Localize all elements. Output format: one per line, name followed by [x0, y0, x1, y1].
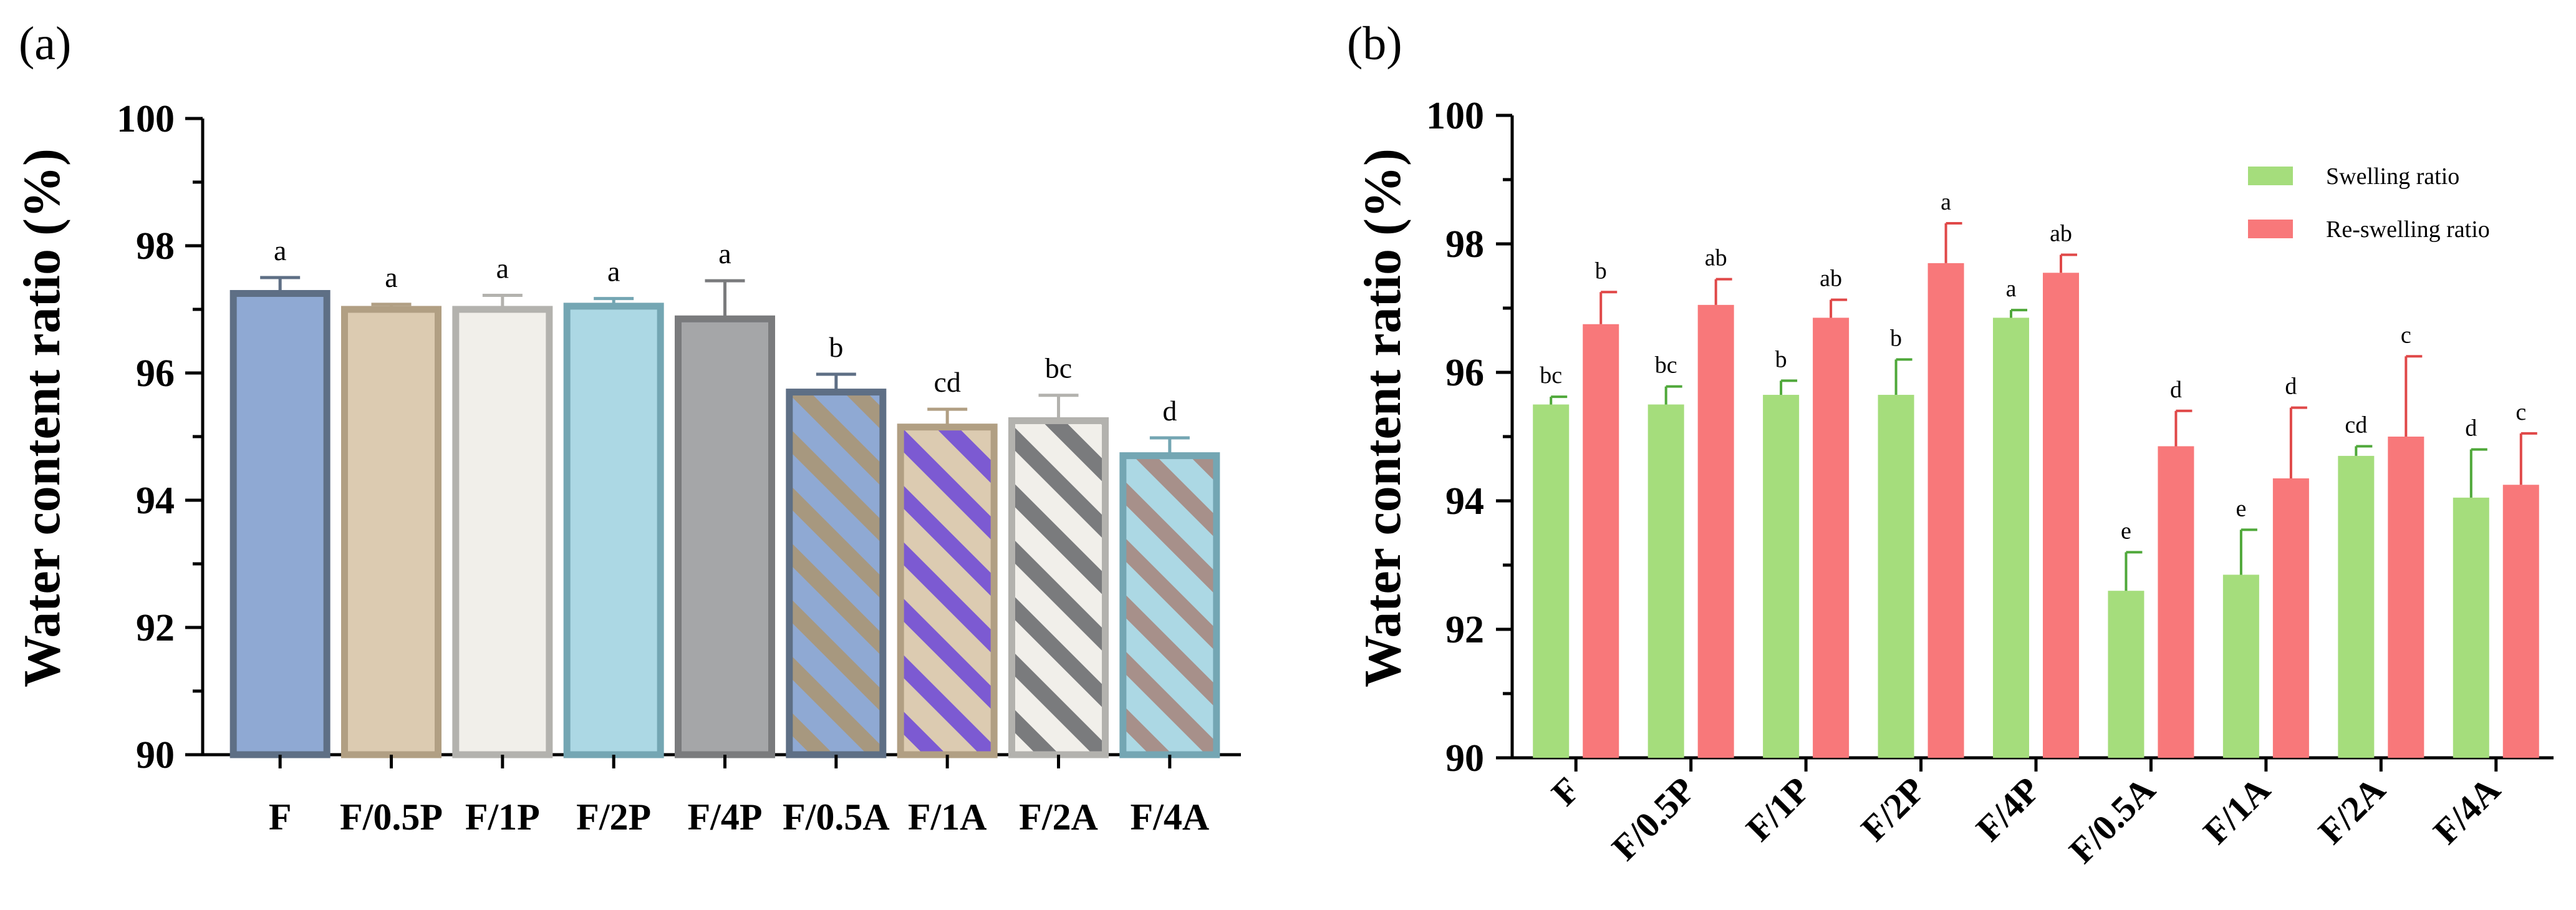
panel-b-bar-reswelling [2158, 446, 2194, 758]
panel-b-y-tick-label: 92 [1445, 609, 1484, 651]
panel-b-y-tick-label: 94 [1445, 480, 1484, 523]
panel-b-x-tick-label: F/0.5P [1604, 769, 1703, 868]
panel-b-significance-label: d [2465, 415, 2477, 442]
panel-a-label: (a) [19, 17, 71, 70]
panel-b-bar-reswelling [2388, 437, 2424, 758]
panel-a-significance-label: a [496, 253, 509, 284]
panel-b-bar-swelling [2453, 497, 2489, 758]
panel-b-bar-swelling [2338, 455, 2375, 758]
panel-b-significance-label: cd [2345, 412, 2367, 438]
panel-b-x-tick-label: F/1A [2196, 769, 2279, 852]
panel-b-bar-swelling [2108, 591, 2144, 758]
panel-b-significance-label: d [2285, 374, 2297, 400]
panel-b-significance-label: e [2121, 518, 2131, 544]
panel-b-y-tick-label: 98 [1445, 223, 1484, 266]
panel-b-significance-label: c [2516, 399, 2526, 425]
panel-b-legend: Swelling ratio Re-swelling ratio [2248, 163, 2490, 243]
panel-b-x-tick-label: F/4P [1968, 769, 2048, 849]
panel-a-x-tick-label: F/4P [688, 796, 763, 838]
panel-a-significance-label: a [274, 235, 286, 266]
panel-b-x-tick-label: F/4A [2425, 769, 2508, 852]
panel-b-significance-label: b [1890, 325, 1902, 351]
panel-b-x-tick-label: F [1543, 769, 1588, 813]
panel-b-bar-swelling [2222, 574, 2259, 758]
panel-a-bar [1008, 417, 1109, 758]
legend-swatch-swelling [2248, 167, 2293, 185]
panel-b-y-tick-label: 96 [1445, 352, 1484, 394]
panel-a-significance-label: a [607, 256, 620, 288]
panel-a-chart: 90 92 94 96 98 100 a Fa F/0.5P a F/1P a F/2P a F/4P b F/… [117, 98, 1241, 838]
panel-b-significance-label: ab [1820, 266, 1842, 292]
panel-a-y-axis-label: Water content ratio (%) [13, 148, 71, 687]
panel-b-significance-label: bc [1540, 362, 1562, 389]
panel-b-bar-reswelling [1583, 324, 1619, 758]
panel-a-x-tick-label: F [269, 796, 292, 838]
panel-a-bar [229, 290, 330, 758]
panel-a-x-tick-label: F/0.5P [340, 796, 443, 838]
panel-b-bar-reswelling [1813, 317, 1850, 758]
panel-b-significance-label: b [1775, 346, 1787, 372]
panel-a-bar [897, 424, 998, 758]
panel-b-label: (b) [1347, 17, 1402, 70]
panel-a-y-tick-label: 94 [136, 480, 175, 522]
panel-b-bar-swelling [1533, 404, 1570, 758]
panel-a-x-tick-label: F/4A [1131, 796, 1210, 838]
panel-a-x-tick-label: F/0.5A [783, 796, 890, 838]
panel-b-bar-swelling [1763, 395, 1800, 758]
legend-label-reswelling: Re-swelling ratio [2326, 216, 2490, 243]
panel-b-significance-label: ab [1705, 245, 1727, 271]
panel-b-bar-reswelling [2043, 273, 2079, 758]
panel-b-bar-swelling [1647, 404, 1684, 758]
panel-a-bar [452, 306, 553, 758]
panel-b-x-tick-label: F/0.5A [2061, 769, 2163, 871]
panel-b-significance-label: a [1941, 189, 1951, 215]
panel-b-bar-reswelling [1927, 263, 1964, 758]
panel-b-significance-label: a [2006, 276, 2017, 302]
panel-a-x-tick-label: F/2A [1019, 796, 1098, 838]
legend-label-swelling: Swelling ratio [2326, 163, 2459, 190]
panel-b-bar-swelling [1993, 317, 2029, 758]
panel-b-significance-label: ab [2050, 221, 2072, 247]
panel-a-bar [786, 389, 887, 758]
panel-a-significance-label: cd [933, 366, 960, 398]
panel-a-y-tick-label: 90 [136, 734, 175, 777]
panel-a-y-tick-label: 98 [136, 225, 175, 268]
panel-a-bar [675, 315, 775, 758]
panel-b-significance-label: bc [1655, 352, 1677, 379]
legend-swatch-reswelling [2248, 220, 2293, 238]
panel-a-x-tick-label: F/1A [908, 796, 987, 838]
panel-a-x-tick-label: F/1P [465, 796, 540, 838]
panel-b-significance-label: b [1595, 258, 1607, 284]
panel-b-y-axis-label: Water content ratio (%) [1354, 148, 1412, 687]
panel-a-significance-label: b [829, 331, 843, 363]
panel-b-bar-reswelling [2502, 485, 2539, 758]
panel-b-bar-reswelling [1697, 304, 1734, 758]
panel-a-significance-label: bc [1045, 352, 1072, 384]
panel-b-bar-reswelling [2272, 478, 2309, 758]
panel-b-x-tick-label: F/1P [1738, 769, 1818, 849]
panel-a-bar [563, 303, 664, 758]
panel-a-significance-label: a [385, 261, 397, 293]
panel-b-y-tick-label: 90 [1445, 737, 1484, 780]
panel-b-chart: 90 92 94 96 98 100 bc b Fbc ab F/0.5P b ab F/1P b a F/2P… [1426, 95, 2554, 871]
panel-a-x-tick-label: F/2P [576, 796, 651, 838]
panel-b-significance-label: d [2170, 377, 2182, 403]
panel-b-bar-swelling [1878, 395, 1914, 758]
panel-a-y-tick-label: 92 [136, 607, 175, 649]
panel-a-bar [341, 306, 441, 758]
panel-b-significance-label: e [2236, 495, 2246, 521]
panel-a-bar [1119, 452, 1220, 758]
panel-a-significance-label: a [718, 238, 731, 269]
panel-b-x-tick-label: F/2P [1853, 769, 1933, 849]
panel-b-significance-label: c [2401, 322, 2411, 348]
panel-a-significance-label: d [1162, 395, 1177, 427]
panel-b-x-tick-label: F/2A [2310, 769, 2393, 852]
panel-b-y-tick-label: 100 [1426, 95, 1484, 137]
panel-a-y-tick-label: 96 [136, 352, 175, 395]
panel-a-y-tick-label: 100 [117, 98, 175, 140]
